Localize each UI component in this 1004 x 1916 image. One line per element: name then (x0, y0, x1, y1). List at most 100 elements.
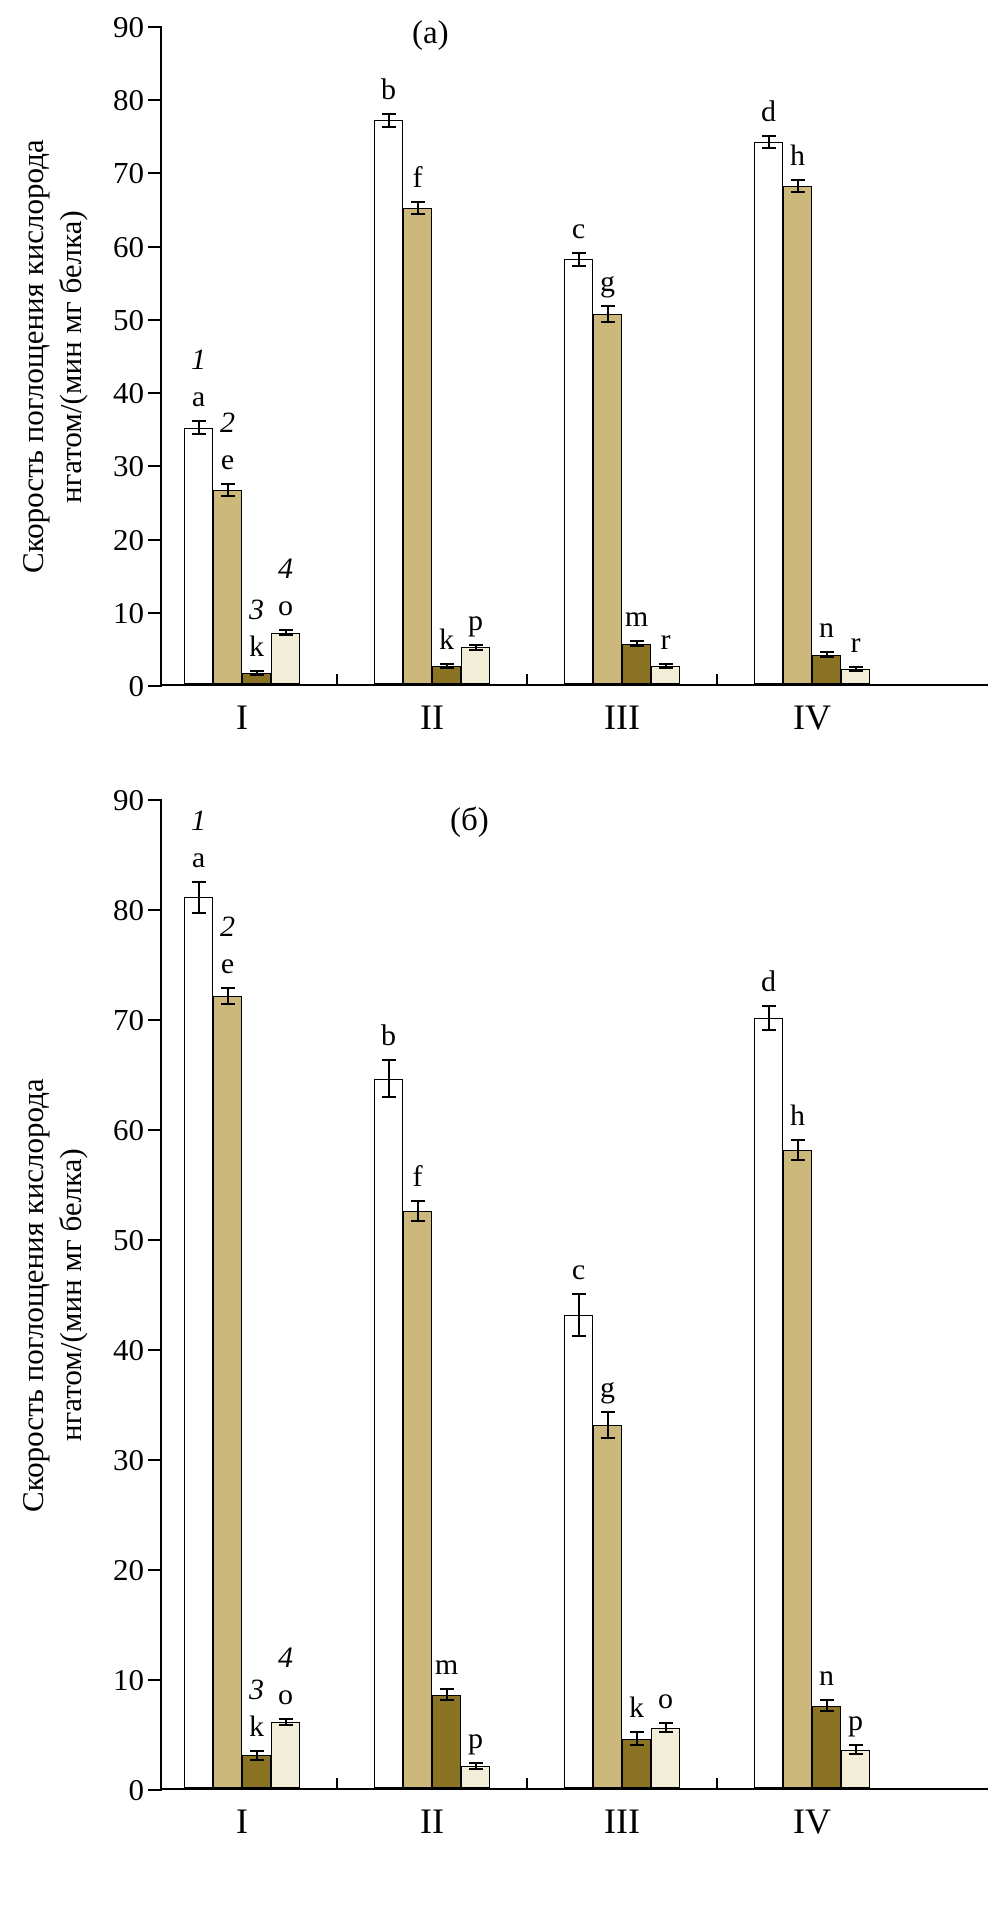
bar-series-2 (403, 208, 432, 684)
error-bar-line (635, 1732, 638, 1745)
y-axis-title: Скорость поглощения кислорода нгатом/(ми… (14, 27, 90, 686)
y-axis-title: Скорость поглощения кислорода нгатом/(ми… (14, 800, 90, 1790)
error-bar-line (664, 1724, 667, 1731)
bar-letter-label: f (412, 1159, 423, 1193)
y-axis-tick-label: 10 (113, 1662, 144, 1697)
panel-label-a: (а) (412, 15, 449, 51)
y-axis-tick (148, 1129, 162, 1131)
y-axis-tick (148, 172, 162, 175)
error-bar-line (255, 1751, 258, 1759)
x-category-label: III (604, 1801, 640, 1841)
y-axis-tick-label: 70 (113, 1002, 144, 1037)
bar-series-3 (622, 643, 651, 684)
error-bar-line (577, 254, 580, 265)
error-bar-line (197, 882, 200, 912)
x-category-label: IV (793, 697, 831, 737)
y-axis-title-line-1: Скорость поглощения кислорода (15, 139, 50, 574)
error-bar-line (767, 136, 770, 148)
error-bar (571, 1293, 586, 1337)
x-axis-tick (526, 1778, 528, 1788)
bar-letter-label: e (220, 947, 235, 981)
y-axis-tick-label: 70 (113, 155, 144, 191)
bar-series-1 (374, 120, 403, 684)
bar-series-1 (184, 427, 213, 684)
error-bar-line (767, 1006, 770, 1030)
x-axis-tick (336, 1778, 338, 1788)
bar-letter-label: p (468, 1721, 483, 1755)
error-bar (410, 1199, 425, 1222)
bar-letter-label: m (434, 1647, 459, 1681)
bar-series-4 (651, 1727, 680, 1788)
error-bar (278, 629, 293, 637)
error-bar-line (635, 642, 638, 646)
x-category-label: III (604, 697, 640, 737)
error-bar-line (577, 1295, 580, 1335)
x-axis-tick (716, 674, 718, 684)
bar-letter-label: o (278, 589, 293, 623)
error-bar (249, 670, 264, 676)
bar-letter-label: b (381, 72, 396, 106)
error-bar-line (796, 180, 799, 192)
error-bar (381, 112, 396, 128)
error-bar-line (387, 1060, 390, 1097)
bar-letter-label: k (439, 622, 454, 656)
error-bar (571, 252, 586, 267)
error-bar (629, 1730, 644, 1747)
y-axis-tick-label: 30 (113, 1442, 144, 1477)
error-bar (790, 1139, 805, 1161)
error-bar (761, 134, 776, 150)
x-category-label: IV (793, 1801, 831, 1841)
bar-series-1 (754, 1018, 783, 1788)
bar-letter-label: n (819, 611, 834, 645)
bar-series-1 (184, 897, 213, 1788)
y-axis-tick-label: 90 (113, 782, 144, 817)
y-axis-tick-label: 80 (113, 892, 144, 927)
x-category-label: I (236, 697, 248, 737)
y-axis-tick (148, 1239, 162, 1241)
bar-series-3 (812, 1705, 841, 1788)
y-axis-title-line-2: нгатом/(мин мг белка) (52, 1148, 88, 1442)
bar-letter-label: g (600, 1370, 615, 1404)
bar-letter-label: a (191, 380, 206, 414)
y-axis-tick-label: 50 (113, 301, 144, 337)
y-axis-tick (148, 799, 162, 801)
x-axis-tick (526, 674, 528, 684)
y-axis-tick (148, 1349, 162, 1351)
error-bar-line (445, 664, 448, 667)
bar-letter-label: e (220, 442, 235, 476)
error-bar-line (796, 1141, 799, 1159)
bar-letter-label: h (790, 138, 805, 172)
bar-series-1 (754, 142, 783, 684)
bar-letter-label: g (600, 265, 615, 299)
error-bar (600, 1410, 615, 1440)
bar-letter-label: f (412, 160, 423, 194)
bar-letter-label: d (761, 964, 776, 998)
error-bar (191, 880, 206, 914)
x-category-label: II (420, 1801, 444, 1841)
error-bar-line (226, 989, 229, 1003)
bar-series-4 (271, 1722, 300, 1788)
bar-letter-label: h (790, 1099, 805, 1132)
series-number-label: 1 (191, 343, 206, 377)
error-bar (220, 987, 235, 1005)
error-bar-line (474, 1763, 477, 1769)
bar-series-2 (783, 1150, 812, 1788)
y-axis-tick (148, 99, 162, 102)
error-bar (790, 178, 805, 194)
y-axis-tick (148, 909, 162, 911)
y-axis-tick-label: 40 (113, 375, 144, 411)
error-bar-line (284, 631, 287, 635)
error-bar (761, 1004, 776, 1032)
error-bar (629, 640, 644, 648)
y-axis-tick (148, 1019, 162, 1021)
bar-letter-label: k (629, 1690, 644, 1724)
y-axis-tick-label: 20 (113, 1552, 144, 1587)
bar-series-2 (593, 1425, 622, 1788)
y-axis-tick-label: 80 (113, 82, 144, 118)
bar-letter-label: k (249, 1709, 264, 1743)
y-axis-tick (148, 538, 162, 541)
